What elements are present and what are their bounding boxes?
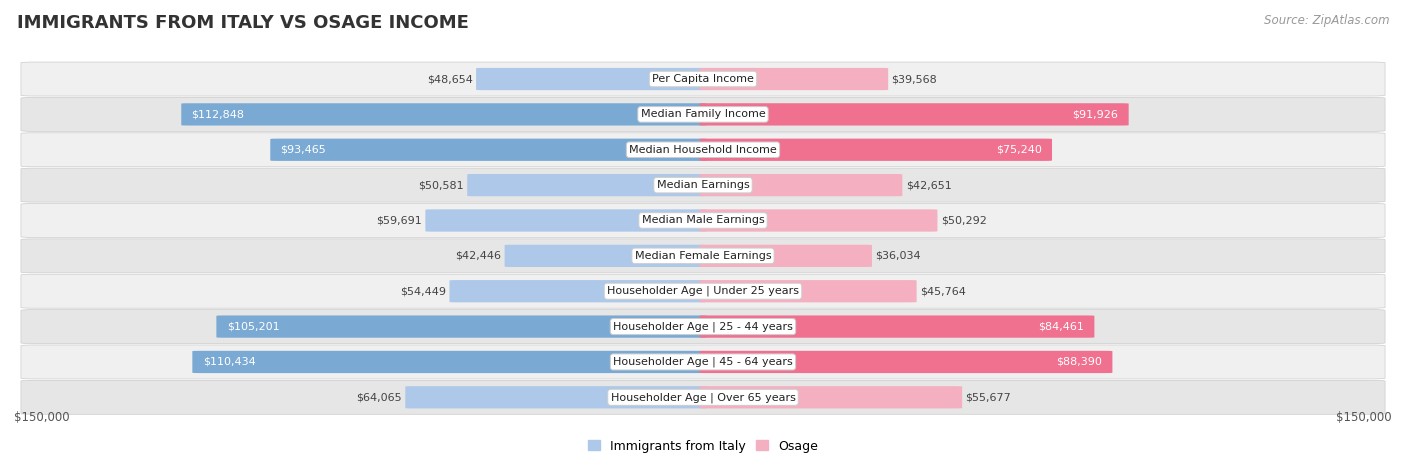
FancyBboxPatch shape (21, 204, 1385, 237)
FancyBboxPatch shape (700, 245, 872, 267)
Text: $150,000: $150,000 (14, 411, 70, 425)
Text: IMMIGRANTS FROM ITALY VS OSAGE INCOME: IMMIGRANTS FROM ITALY VS OSAGE INCOME (17, 14, 468, 32)
FancyBboxPatch shape (700, 174, 903, 196)
Text: $112,848: $112,848 (191, 109, 245, 120)
FancyBboxPatch shape (217, 315, 706, 338)
FancyBboxPatch shape (21, 133, 1385, 167)
Text: Median Earnings: Median Earnings (657, 180, 749, 190)
Text: Per Capita Income: Per Capita Income (652, 74, 754, 84)
Text: Householder Age | 45 - 64 years: Householder Age | 45 - 64 years (613, 357, 793, 367)
Text: $64,065: $64,065 (356, 392, 402, 402)
Text: $45,764: $45,764 (920, 286, 966, 296)
FancyBboxPatch shape (700, 209, 938, 232)
FancyBboxPatch shape (21, 239, 1385, 273)
Text: $91,926: $91,926 (1073, 109, 1118, 120)
Text: $50,292: $50,292 (941, 215, 987, 226)
Text: $39,568: $39,568 (891, 74, 938, 84)
FancyBboxPatch shape (21, 380, 1385, 414)
Text: $75,240: $75,240 (995, 145, 1042, 155)
FancyBboxPatch shape (21, 274, 1385, 308)
FancyBboxPatch shape (477, 68, 706, 90)
Text: $42,651: $42,651 (905, 180, 952, 190)
Text: $105,201: $105,201 (226, 322, 280, 332)
FancyBboxPatch shape (700, 139, 1052, 161)
FancyBboxPatch shape (700, 103, 1129, 126)
Text: Householder Age | Over 65 years: Householder Age | Over 65 years (610, 392, 796, 403)
Text: $93,465: $93,465 (281, 145, 326, 155)
Text: Householder Age | 25 - 44 years: Householder Age | 25 - 44 years (613, 321, 793, 332)
FancyBboxPatch shape (700, 386, 962, 409)
FancyBboxPatch shape (21, 98, 1385, 131)
FancyBboxPatch shape (181, 103, 706, 126)
FancyBboxPatch shape (450, 280, 706, 302)
FancyBboxPatch shape (700, 351, 1112, 373)
Text: Median Household Income: Median Household Income (628, 145, 778, 155)
Text: Source: ZipAtlas.com: Source: ZipAtlas.com (1264, 14, 1389, 27)
FancyBboxPatch shape (426, 209, 706, 232)
FancyBboxPatch shape (700, 280, 917, 302)
FancyBboxPatch shape (21, 310, 1385, 344)
Text: $150,000: $150,000 (1336, 411, 1392, 425)
FancyBboxPatch shape (21, 168, 1385, 202)
Text: Householder Age | Under 25 years: Householder Age | Under 25 years (607, 286, 799, 297)
FancyBboxPatch shape (21, 345, 1385, 379)
Text: $48,654: $48,654 (427, 74, 472, 84)
Text: $88,390: $88,390 (1056, 357, 1102, 367)
FancyBboxPatch shape (270, 139, 706, 161)
FancyBboxPatch shape (467, 174, 706, 196)
Text: Median Male Earnings: Median Male Earnings (641, 215, 765, 226)
Text: Median Female Earnings: Median Female Earnings (634, 251, 772, 261)
FancyBboxPatch shape (700, 68, 889, 90)
FancyBboxPatch shape (505, 245, 706, 267)
FancyBboxPatch shape (21, 62, 1385, 96)
Text: $110,434: $110,434 (202, 357, 256, 367)
Text: Median Family Income: Median Family Income (641, 109, 765, 120)
Text: $55,677: $55,677 (966, 392, 1011, 402)
Text: $59,691: $59,691 (377, 215, 422, 226)
Text: $54,449: $54,449 (401, 286, 446, 296)
Text: $84,461: $84,461 (1038, 322, 1084, 332)
FancyBboxPatch shape (405, 386, 706, 409)
Text: $42,446: $42,446 (456, 251, 501, 261)
Legend: Immigrants from Italy, Osage: Immigrants from Italy, Osage (582, 435, 824, 458)
Text: $36,034: $36,034 (876, 251, 921, 261)
FancyBboxPatch shape (700, 315, 1094, 338)
FancyBboxPatch shape (193, 351, 706, 373)
Text: $50,581: $50,581 (418, 180, 464, 190)
